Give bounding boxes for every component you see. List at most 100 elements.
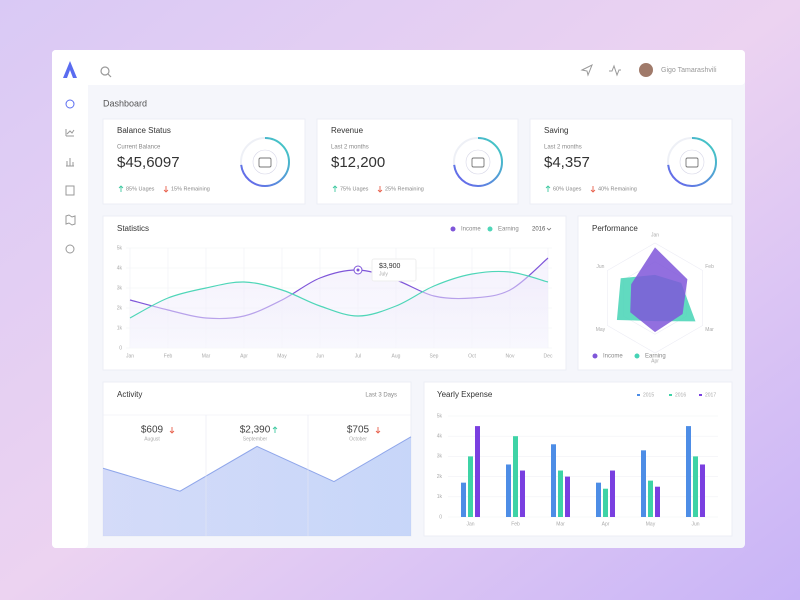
- bar: [700, 464, 705, 517]
- nav-map[interactable]: [65, 214, 76, 226]
- tooltip-label: July: [379, 271, 388, 277]
- nav-chart[interactable]: [65, 129, 75, 137]
- activity-icon[interactable]: [609, 64, 621, 77]
- search-icon-handle: [107, 73, 112, 78]
- card-usage: 75% Uages: [340, 186, 369, 192]
- bar: [693, 456, 698, 517]
- bar: [610, 470, 615, 517]
- y-tick-label: 5k: [117, 245, 123, 251]
- expense-title: Yearly Expense: [437, 390, 493, 399]
- card-icon: [685, 157, 699, 168]
- sidebar-icons: [65, 99, 76, 254]
- bar: [520, 470, 525, 517]
- year-select[interactable]: 2016: [532, 227, 546, 233]
- bar: [686, 426, 691, 517]
- statistics-title: Statistics: [117, 224, 149, 233]
- summary-card: [316, 118, 519, 205]
- legend-label[interactable]: Earning: [498, 227, 519, 233]
- activity-title: Activity: [117, 390, 142, 399]
- stat-month: September: [243, 436, 268, 442]
- bar: [461, 482, 466, 517]
- y-tick-label: 3k: [117, 285, 123, 291]
- legend-label[interactable]: 2017: [705, 392, 716, 398]
- legend-swatch: [669, 394, 672, 396]
- bar: [596, 482, 601, 517]
- x-tick-label: Jul: [355, 353, 361, 359]
- series-area: [130, 271, 548, 348]
- y-tick-label: 0: [119, 345, 122, 351]
- series-line: [129, 270, 549, 319]
- arrow-down: [375, 427, 381, 434]
- card-subtitle: Current Balance: [117, 145, 161, 151]
- bar: [506, 464, 511, 517]
- arrow-down: [163, 186, 169, 193]
- nav-bars[interactable]: [66, 158, 74, 167]
- bar: [641, 450, 646, 517]
- card-title: Saving: [544, 126, 568, 135]
- y-tick-label: 5k: [437, 413, 443, 419]
- activity-period[interactable]: Last 3 Days: [365, 393, 397, 399]
- stat-amount: $705: [347, 425, 370, 436]
- radar-label: Apr: [651, 358, 659, 364]
- card-icon-bg: [252, 149, 278, 175]
- statistics-chart: 0 1k 2k 3k 4k 5k Jan Feb Mar Apr May Jun Jul Aug Sep Oc…: [117, 226, 553, 359]
- legend-dot: [450, 226, 456, 232]
- card-usage: 85% Uages: [126, 186, 155, 192]
- sidebar: [52, 50, 88, 548]
- radar-label: May: [596, 327, 606, 333]
- radar-area: [630, 247, 688, 333]
- radar-label: Jan: [651, 232, 659, 238]
- x-tick-label: Mar: [556, 521, 565, 527]
- x-tick-label: Jun: [691, 521, 699, 527]
- x-tick-label: Apr: [602, 521, 610, 527]
- y-tick-label: 1k: [437, 494, 443, 500]
- card-amount: $4,357: [544, 154, 590, 171]
- radar-label: Jun: [596, 264, 604, 270]
- arrow-up: [272, 426, 278, 433]
- legend-label[interactable]: 2015: [643, 392, 654, 398]
- logo[interactable]: [63, 61, 77, 78]
- legend-label[interactable]: Earning: [645, 354, 666, 360]
- x-tick-label: May: [646, 521, 656, 527]
- stat-amount: $2,390: [240, 425, 271, 436]
- card-remaining: 15% Remaining: [171, 186, 210, 192]
- legend-label[interactable]: Income: [603, 354, 623, 360]
- legend-label[interactable]: Income: [461, 227, 481, 233]
- user-name[interactable]: Gigo Tamarashvili: [661, 67, 717, 74]
- card-remaining: 25% Remaining: [385, 186, 424, 192]
- avatar[interactable]: [639, 63, 653, 77]
- x-tick-label: Nov: [506, 353, 515, 359]
- radar-label: Feb: [705, 264, 714, 270]
- arrow-up: [332, 185, 338, 192]
- x-tick-label: Feb: [511, 521, 520, 527]
- top-bar: [52, 50, 745, 85]
- bar: [475, 426, 480, 517]
- x-tick-label: May: [277, 353, 287, 359]
- card-title: Revenue: [331, 126, 364, 135]
- x-tick-label: Dec: [544, 353, 553, 359]
- y-tick-label: 2k: [437, 474, 443, 480]
- legend-label[interactable]: 2016: [675, 392, 686, 398]
- nav-book[interactable]: [65, 185, 75, 196]
- stat-month: August: [144, 436, 160, 442]
- progress-ring: [240, 137, 290, 187]
- legend-swatch: [637, 394, 640, 396]
- summary-cards: Balance Status Current Balance $45,6097 85%…: [102, 118, 733, 205]
- nav-settings[interactable]: [65, 244, 75, 254]
- x-tick-label: Apr: [240, 353, 248, 359]
- x-tick-label: Jan: [466, 521, 474, 527]
- progress-ring: [453, 137, 503, 187]
- search-icon[interactable]: [100, 66, 110, 76]
- y-tick-label: 4k: [437, 434, 443, 440]
- nav-home[interactable]: [65, 99, 75, 109]
- y-tick-label: 3k: [437, 454, 443, 460]
- y-tick-label: 0: [439, 514, 442, 520]
- bar: [551, 444, 556, 517]
- x-tick-label: Aug: [392, 353, 401, 359]
- send-icon[interactable]: [580, 63, 593, 77]
- radar-label: Mar: [705, 327, 714, 333]
- performance-title: Performance: [592, 224, 638, 233]
- arrow-up: [545, 185, 551, 192]
- card-amount: $12,200: [331, 154, 385, 171]
